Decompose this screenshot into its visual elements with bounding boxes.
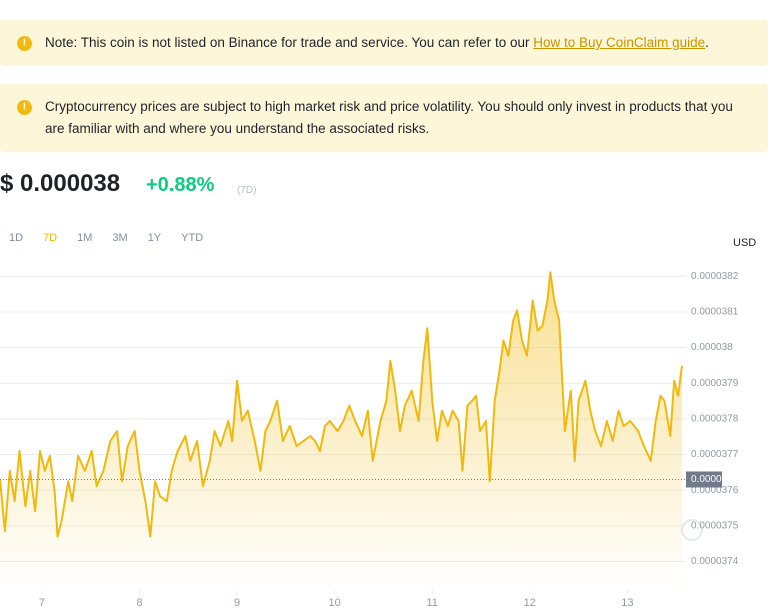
y-tick-label: 0.0000376 [691, 485, 739, 496]
notice-text: Note: This coin is not listed on Binance… [45, 35, 534, 50]
y-tick-label: 0.0000379 [691, 378, 739, 389]
notice-end: . [705, 35, 709, 50]
x-tick-label: 12 [524, 597, 536, 609]
current-price-label: 0.0000376 [691, 474, 739, 485]
y-tick-label: 0.000038 [691, 342, 733, 353]
price: $ 0.000038 [0, 170, 121, 197]
range-tabs: 1D 7D 1M 3M 1Y YTD [9, 232, 223, 244]
x-tick-label: 10 [329, 597, 341, 609]
range-tab[interactable]: 7D [43, 232, 58, 244]
range-tab[interactable]: 1M [77, 232, 93, 244]
y-tick-label: 0.0000377 [691, 449, 739, 460]
x-tick-label: 8 [136, 597, 142, 609]
notice: ! Note: This coin is not listed on Binan… [0, 20, 768, 66]
warning-icon: ! [17, 100, 32, 115]
area-fill [0, 272, 682, 590]
notice: ! Cryptocurrency prices are subject to h… [0, 84, 768, 152]
y-tick-label: 0.0000382 [691, 271, 739, 282]
x-tick-label: 9 [234, 597, 240, 609]
y-tick-label: 0.0000381 [691, 307, 739, 318]
period: (7D) [237, 185, 257, 196]
y-axis-label: USD [733, 237, 756, 249]
range-tab[interactable]: 3M [112, 232, 128, 244]
price-line [0, 271, 683, 538]
warning-icon: ! [17, 36, 32, 51]
y-tick-label: 0.0000378 [691, 414, 739, 425]
range-tab[interactable]: YTD [181, 232, 204, 244]
guide-link[interactable]: How to Buy CoinClaim guide [533, 35, 706, 50]
range-tab[interactable]: 1D [9, 232, 24, 244]
x-tick-label: 11 [427, 597, 438, 609]
price-change: +0.88% [146, 174, 215, 196]
notice-text: Cryptocurrency prices are subject to hig… [45, 99, 733, 136]
y-tick-label: 0.0000374 [691, 556, 739, 567]
x-tick-label: 7 [39, 597, 45, 609]
y-tick-label: 0.0000375 [691, 520, 739, 531]
range-tab[interactable]: 1Y [147, 232, 162, 244]
current-price-box [686, 471, 722, 488]
x-tick-label: 13 [621, 597, 633, 609]
